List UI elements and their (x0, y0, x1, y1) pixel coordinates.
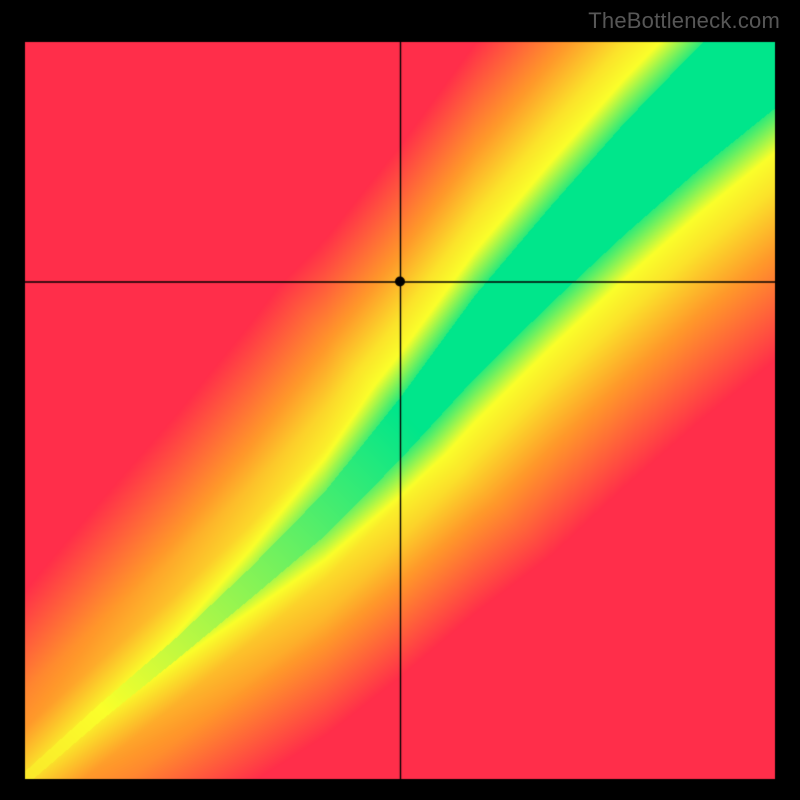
chart-container: TheBottleneck.com (0, 0, 800, 800)
bottleneck-heatmap (0, 0, 800, 800)
watermark-text: TheBottleneck.com (588, 8, 780, 34)
